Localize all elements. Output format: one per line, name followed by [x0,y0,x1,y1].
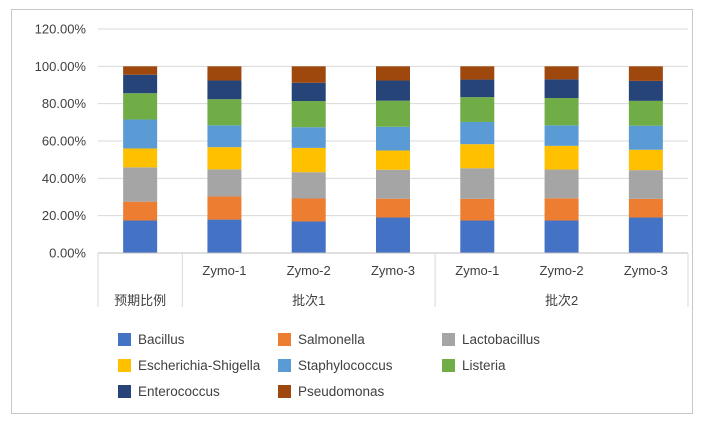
bar-segment-salmonella [376,198,410,218]
bar-segment-bacillus [291,221,326,253]
bar-segment-salmonella [207,196,242,220]
bars [123,66,663,253]
bar-segment-lactobacillus [291,172,326,199]
legend-swatch [278,385,291,398]
bar-segment-salmonella [544,198,579,221]
chart-frame: 0.00% 20.00% 40.00% 60.00% 80.00% 100.00% 120.… [11,9,693,414]
bar-segment-bacillus [544,220,579,253]
legend-label: Enterococcus [138,384,220,399]
bar-segment-salmonella [291,198,326,222]
bar-segment-staphylococcus [291,127,326,148]
legend-label: Lactobacillus [462,332,540,347]
bar-segment-escherichia-shigella [207,147,242,170]
x-group-label: 批次2 [545,293,578,308]
bar-segment-listeria [544,98,579,126]
bar-segment-bacillus [123,220,158,253]
bar-segment-listeria [291,101,326,128]
bar-segment-pseudomonas [291,66,326,83]
y-tick-label: 40.00% [42,171,87,186]
y-tick-label: 80.00% [42,96,87,111]
bar-segment-escherichia-shigella [628,149,663,171]
x-group-label: 批次1 [292,293,325,308]
bar-segment-staphylococcus [207,125,242,148]
bar-segment-pseudomonas [207,66,242,81]
y-tick-label: 60.00% [42,134,87,149]
bar-segment-listeria [460,97,495,122]
legend-label: Salmonella [298,332,365,347]
bar-segment-bacillus [376,217,410,253]
x-group-label: 预期比例 [114,293,166,308]
legend-label: Staphylococcus [298,358,393,373]
legend-label: Escherichia-Shigella [138,358,261,373]
y-tick-label: 0.00% [49,246,86,261]
bar-segment-bacillus [460,220,495,253]
bar-segment-lactobacillus [123,167,158,202]
bar-segment-enterococcus [123,74,158,94]
axes: 0.00% 20.00% 40.00% 60.00% 80.00% 100.00% 120.… [35,22,689,308]
bar-segment-enterococcus [207,80,242,100]
legend-label: Listeria [462,358,506,373]
bar-segment-staphylococcus [544,125,579,146]
legend-swatch [278,333,291,346]
bar-segment-salmonella [123,201,158,221]
y-tick-label: 120.00% [35,22,87,37]
bar-segment-lactobacillus [376,169,410,199]
legend: Bacillus Salmonella Lactobacillus Escherich… [118,332,540,399]
bar-segment-lactobacillus [628,170,663,199]
legend-label: Pseudomonas [298,384,385,399]
bar-segment-bacillus [628,217,663,253]
bar-segment-listeria [376,100,410,127]
bar-segment-escherichia-shigella [544,145,579,170]
bar-segment-enterococcus [628,80,663,101]
bar-segment-listeria [207,99,242,126]
bar-segment-listeria [628,100,663,126]
bar-segment-listeria [123,93,158,120]
legend-swatch [442,359,455,372]
legend-swatch [118,333,131,346]
x-tick-label: Zymo-1 [455,263,499,278]
bar-segment-staphylococcus [628,125,663,150]
bar-segment-salmonella [628,198,663,218]
legend-swatch [118,385,131,398]
x-tick-label: Zymo-3 [624,263,668,278]
bar-segment-salmonella [460,198,495,221]
bar-segment-escherichia-shigella [376,150,410,170]
bar-segment-enterococcus [460,79,495,98]
bar-segment-lactobacillus [207,169,242,197]
bar-segment-staphylococcus [123,119,158,149]
y-tick-label: 20.00% [42,208,87,223]
bar-segment-enterococcus [291,82,326,102]
legend-swatch [118,359,131,372]
stacked-bar-chart: 0.00% 20.00% 40.00% 60.00% 80.00% 100.00% 120.… [35,22,689,399]
bar-segment-pseudomonas [123,66,158,75]
bar-segment-pseudomonas [376,66,410,81]
bar-segment-pseudomonas [460,66,495,80]
bar-segment-lactobacillus [460,168,495,199]
legend-swatch [442,333,455,346]
y-tick-label: 100.00% [35,59,87,74]
legend-swatch [278,359,291,372]
bar-segment-enterococcus [544,79,579,99]
bar-segment-staphylococcus [460,121,495,145]
bar-segment-staphylococcus [376,126,410,151]
bar-segment-bacillus [207,219,242,253]
bar-segment-enterococcus [376,80,410,101]
x-tick-label: Zymo-3 [371,263,415,278]
bar-segment-pseudomonas [628,66,663,81]
bar-segment-pseudomonas [544,66,579,80]
bar-segment-escherichia-shigella [291,147,326,173]
x-tick-label: Zymo-2 [287,263,331,278]
bar-segment-lactobacillus [544,169,579,199]
legend-label: Bacillus [138,332,185,347]
x-tick-label: Zymo-1 [202,263,246,278]
bar-segment-escherichia-shigella [460,144,495,169]
bar-segment-escherichia-shigella [123,148,158,168]
x-tick-label: Zymo-2 [540,263,584,278]
